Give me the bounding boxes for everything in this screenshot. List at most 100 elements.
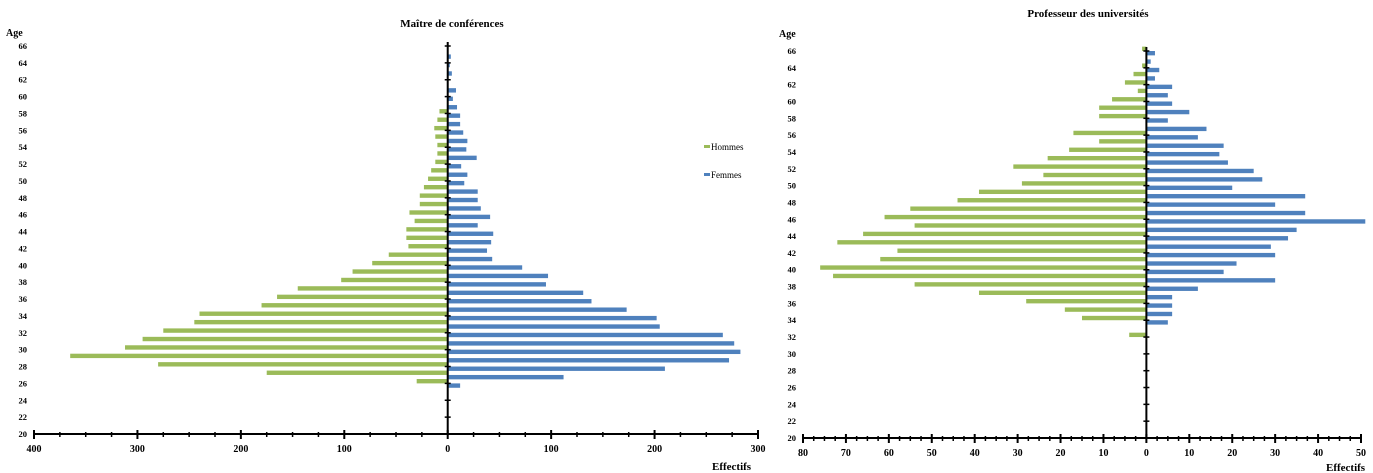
bar-hommes-age-39 — [833, 273, 1147, 279]
bar-hommes-age-32 — [1129, 332, 1147, 338]
y-tick-label: 56 — [788, 130, 797, 140]
bar-femmes-age-45 — [447, 223, 478, 228]
bar-femmes-age-53 — [447, 155, 477, 161]
bar-hommes-age-50 — [1021, 181, 1147, 186]
y-tick-label: 24 — [788, 399, 797, 409]
bar-femmes-age-31 — [447, 341, 735, 346]
bar-femmes-age-57 — [1146, 126, 1207, 132]
bar-femmes-age-48 — [447, 197, 478, 203]
x-tick-label: 200 — [233, 444, 248, 455]
bar-hommes-age-45 — [414, 218, 448, 224]
y-tick-label: 64 — [788, 63, 797, 73]
y-tick-label: 54 — [788, 147, 797, 157]
bar-femmes-age-60 — [447, 96, 453, 101]
bar-hommes-age-31 — [142, 336, 448, 342]
y-axis-label: Age — [779, 29, 796, 40]
chart-title: Maître de conférences — [400, 18, 504, 30]
bar-femmes-age-49 — [447, 189, 478, 194]
y-tick-label: 52 — [19, 159, 28, 169]
bar-femmes-age-37 — [447, 290, 584, 295]
bar-femmes-age-48 — [1146, 202, 1276, 207]
y-tick-label: 40 — [19, 260, 28, 270]
y-tick-label: 28 — [788, 366, 797, 376]
x-tick-label: 60 — [884, 448, 894, 459]
bar-femmes-age-58 — [1146, 118, 1168, 123]
x-tick-label: 40 — [1313, 448, 1323, 459]
bar-hommes-age-30 — [125, 345, 448, 350]
y-tick-label: 50 — [19, 176, 28, 186]
bar-hommes-age-36 — [1026, 299, 1147, 304]
bar-femmes-age-47 — [1146, 210, 1306, 216]
x-tick-label: 40 — [970, 448, 980, 459]
y-tick-label: 50 — [788, 181, 797, 191]
bar-femmes-age-59 — [1146, 109, 1190, 115]
bar-femmes-age-35 — [1146, 311, 1173, 317]
x-tick-label: 50 — [1356, 448, 1366, 459]
y-tick-label: 42 — [788, 248, 797, 258]
bar-hommes-age-55 — [1099, 139, 1147, 144]
bar-femmes-age-64 — [447, 62, 450, 68]
bar-hommes-age-55 — [435, 134, 448, 139]
x-tick-label: 30 — [1013, 448, 1023, 459]
bar-femmes-age-55 — [447, 138, 468, 144]
bar-femmes-age-35 — [447, 307, 627, 312]
bar-femmes-age-66 — [1146, 51, 1155, 56]
x-axis-label: Effectifs — [712, 461, 752, 473]
bar-hommes-age-38 — [341, 277, 448, 283]
bar-femmes-age-28 — [447, 366, 665, 371]
y-tick-label: 40 — [788, 265, 797, 275]
chart-panel-professeur: Professeur des universités Age Effectifs… — [770, 0, 1373, 473]
y-tick-label: 58 — [19, 108, 28, 118]
bar-femmes-age-61 — [1146, 93, 1168, 98]
bar-hommes-age-46 — [409, 210, 448, 215]
bar-hommes-age-27 — [266, 370, 448, 375]
bar-femmes-age-33 — [447, 324, 660, 329]
x-tick-label: 20 — [1227, 448, 1237, 459]
bar-hommes-age-41 — [388, 252, 448, 257]
y-tick-label: 34 — [19, 311, 28, 321]
bar-femmes-age-46 — [1146, 219, 1366, 224]
bar-femmes-age-56 — [447, 130, 464, 135]
y-tick-label: 22 — [19, 412, 28, 422]
bar-femmes-age-59 — [447, 105, 458, 110]
y-tick-label: 20 — [19, 429, 28, 439]
bar-femmes-age-50 — [447, 180, 465, 186]
bar-femmes-age-40 — [1146, 269, 1224, 275]
bar-hommes-age-35 — [261, 303, 448, 308]
bar-hommes-age-64 — [1142, 63, 1147, 68]
x-tick-label: 300 — [751, 444, 766, 455]
bar-femmes-age-46 — [447, 214, 491, 220]
bar-femmes-age-39 — [447, 273, 549, 279]
bar-femmes-age-43 — [1146, 244, 1271, 249]
y-tick-label: 20 — [788, 433, 797, 443]
bar-hommes-age-29 — [70, 353, 448, 359]
x-tick-label: 80 — [798, 448, 808, 459]
bar-femmes-age-45 — [1146, 227, 1297, 233]
bar-hommes-age-59 — [1099, 105, 1147, 110]
bar-hommes-age-43 — [837, 240, 1147, 245]
bar-hommes-age-45 — [914, 223, 1147, 228]
bar-hommes-age-58 — [439, 109, 448, 114]
bar-femmes-age-58 — [447, 113, 461, 118]
bar-femmes-age-36 — [1146, 303, 1173, 308]
bar-femmes-age-30 — [447, 349, 741, 355]
y-tick-label: 22 — [788, 416, 797, 426]
bar-hommes-age-66 — [1142, 46, 1147, 51]
bar-hommes-age-35 — [1064, 307, 1147, 312]
bar-femmes-age-64 — [1146, 67, 1160, 73]
bar-femmes-age-44 — [1146, 236, 1289, 241]
legend: Hommes Femmes — [704, 142, 744, 180]
y-tick-label: 36 — [788, 298, 797, 308]
x-tick-label: 400 — [27, 444, 42, 455]
bar-hommes-age-52 — [1013, 164, 1147, 169]
legend-swatch-hommes — [704, 145, 710, 148]
bar-femmes-age-29 — [447, 358, 730, 363]
y-axis-label: Age — [6, 28, 23, 39]
y-tick-label: 34 — [788, 315, 797, 325]
bar-femmes-age-63 — [1146, 76, 1155, 81]
x-tick-label: 100 — [544, 444, 559, 455]
bar-femmes-age-47 — [447, 206, 481, 211]
bar-hommes-age-34 — [1082, 315, 1147, 321]
bar-hommes-age-54 — [437, 142, 448, 148]
bar-hommes-age-56 — [1073, 130, 1147, 136]
